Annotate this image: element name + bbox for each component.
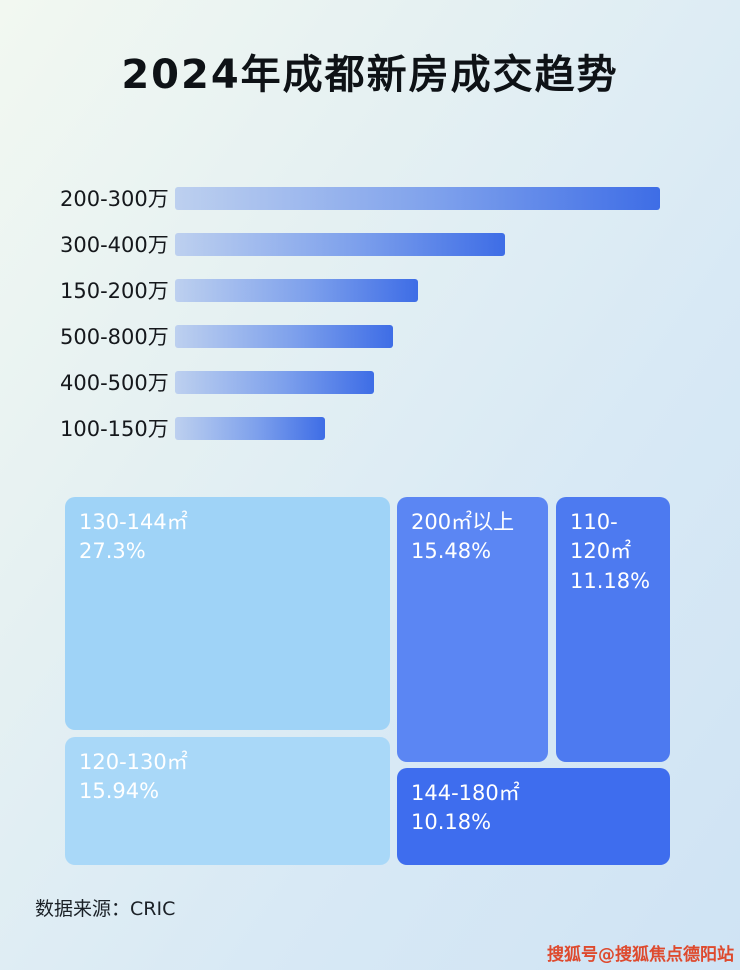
treemap-cell: 110-120㎡ 11.18% bbox=[556, 497, 670, 762]
bar-track bbox=[175, 416, 660, 440]
treemap-cell: 144-180㎡ 10.18% bbox=[397, 768, 670, 865]
bar-track bbox=[175, 186, 660, 210]
bar-category-label: 200-300万 bbox=[60, 187, 169, 211]
treemap-cell-label: 110-120㎡ bbox=[570, 510, 632, 564]
treemap-cell-value: 15.94% bbox=[79, 779, 160, 804]
bar-row: 400-500万 bbox=[60, 370, 660, 395]
treemap-chart: 130-144㎡ 27.3% 200㎡以上 15.48% 110-120㎡ 11… bbox=[65, 497, 670, 865]
bar-category-label: 500-800万 bbox=[60, 325, 169, 349]
bar bbox=[175, 278, 418, 302]
bar-chart: 200-300万 300-400万 150-200万 500-800万 400-… bbox=[60, 186, 660, 462]
treemap-cell-label: 120-130㎡ bbox=[79, 750, 188, 774]
treemap-cell-value: 11.18% bbox=[570, 568, 651, 593]
bar bbox=[175, 416, 326, 440]
bar-category-label: 400-500万 bbox=[60, 371, 169, 395]
page-title: 2024年成都新房成交趋势 bbox=[121, 52, 619, 98]
bar-track bbox=[175, 278, 660, 302]
treemap-cell-value: 27.3% bbox=[79, 539, 146, 564]
treemap-cell-label: 200㎡以上 bbox=[411, 510, 515, 534]
bar-row: 200-300万 bbox=[60, 186, 660, 211]
treemap-cell-label: 144-180㎡ bbox=[411, 781, 520, 805]
bar bbox=[175, 324, 394, 348]
treemap-cell-value: 10.18% bbox=[411, 810, 492, 835]
bar bbox=[175, 232, 505, 256]
bar-row: 300-400万 bbox=[60, 232, 660, 257]
bar-track bbox=[175, 324, 660, 348]
data-source-label: 数据来源：CRIC bbox=[35, 898, 176, 920]
watermark-label: 搜狐号@搜狐焦点德阳站 bbox=[547, 945, 734, 965]
bar-category-label: 100-150万 bbox=[60, 417, 169, 441]
bar bbox=[175, 186, 660, 210]
treemap-cell: 200㎡以上 15.48% bbox=[397, 497, 548, 762]
bar-track bbox=[175, 370, 660, 394]
treemap-cell-value: 15.48% bbox=[411, 539, 492, 564]
bar-track bbox=[175, 232, 660, 256]
bar bbox=[175, 370, 374, 394]
bar-category-label: 300-400万 bbox=[60, 233, 169, 257]
bar-category-label: 150-200万 bbox=[60, 279, 169, 303]
bar-row: 500-800万 bbox=[60, 324, 660, 349]
treemap-cell-label: 130-144㎡ bbox=[79, 510, 188, 534]
bar-row: 150-200万 bbox=[60, 278, 660, 303]
treemap-cell: 120-130㎡ 15.94% bbox=[65, 737, 390, 865]
treemap-cell: 130-144㎡ 27.3% bbox=[65, 497, 390, 730]
bar-row: 100-150万 bbox=[60, 416, 660, 441]
